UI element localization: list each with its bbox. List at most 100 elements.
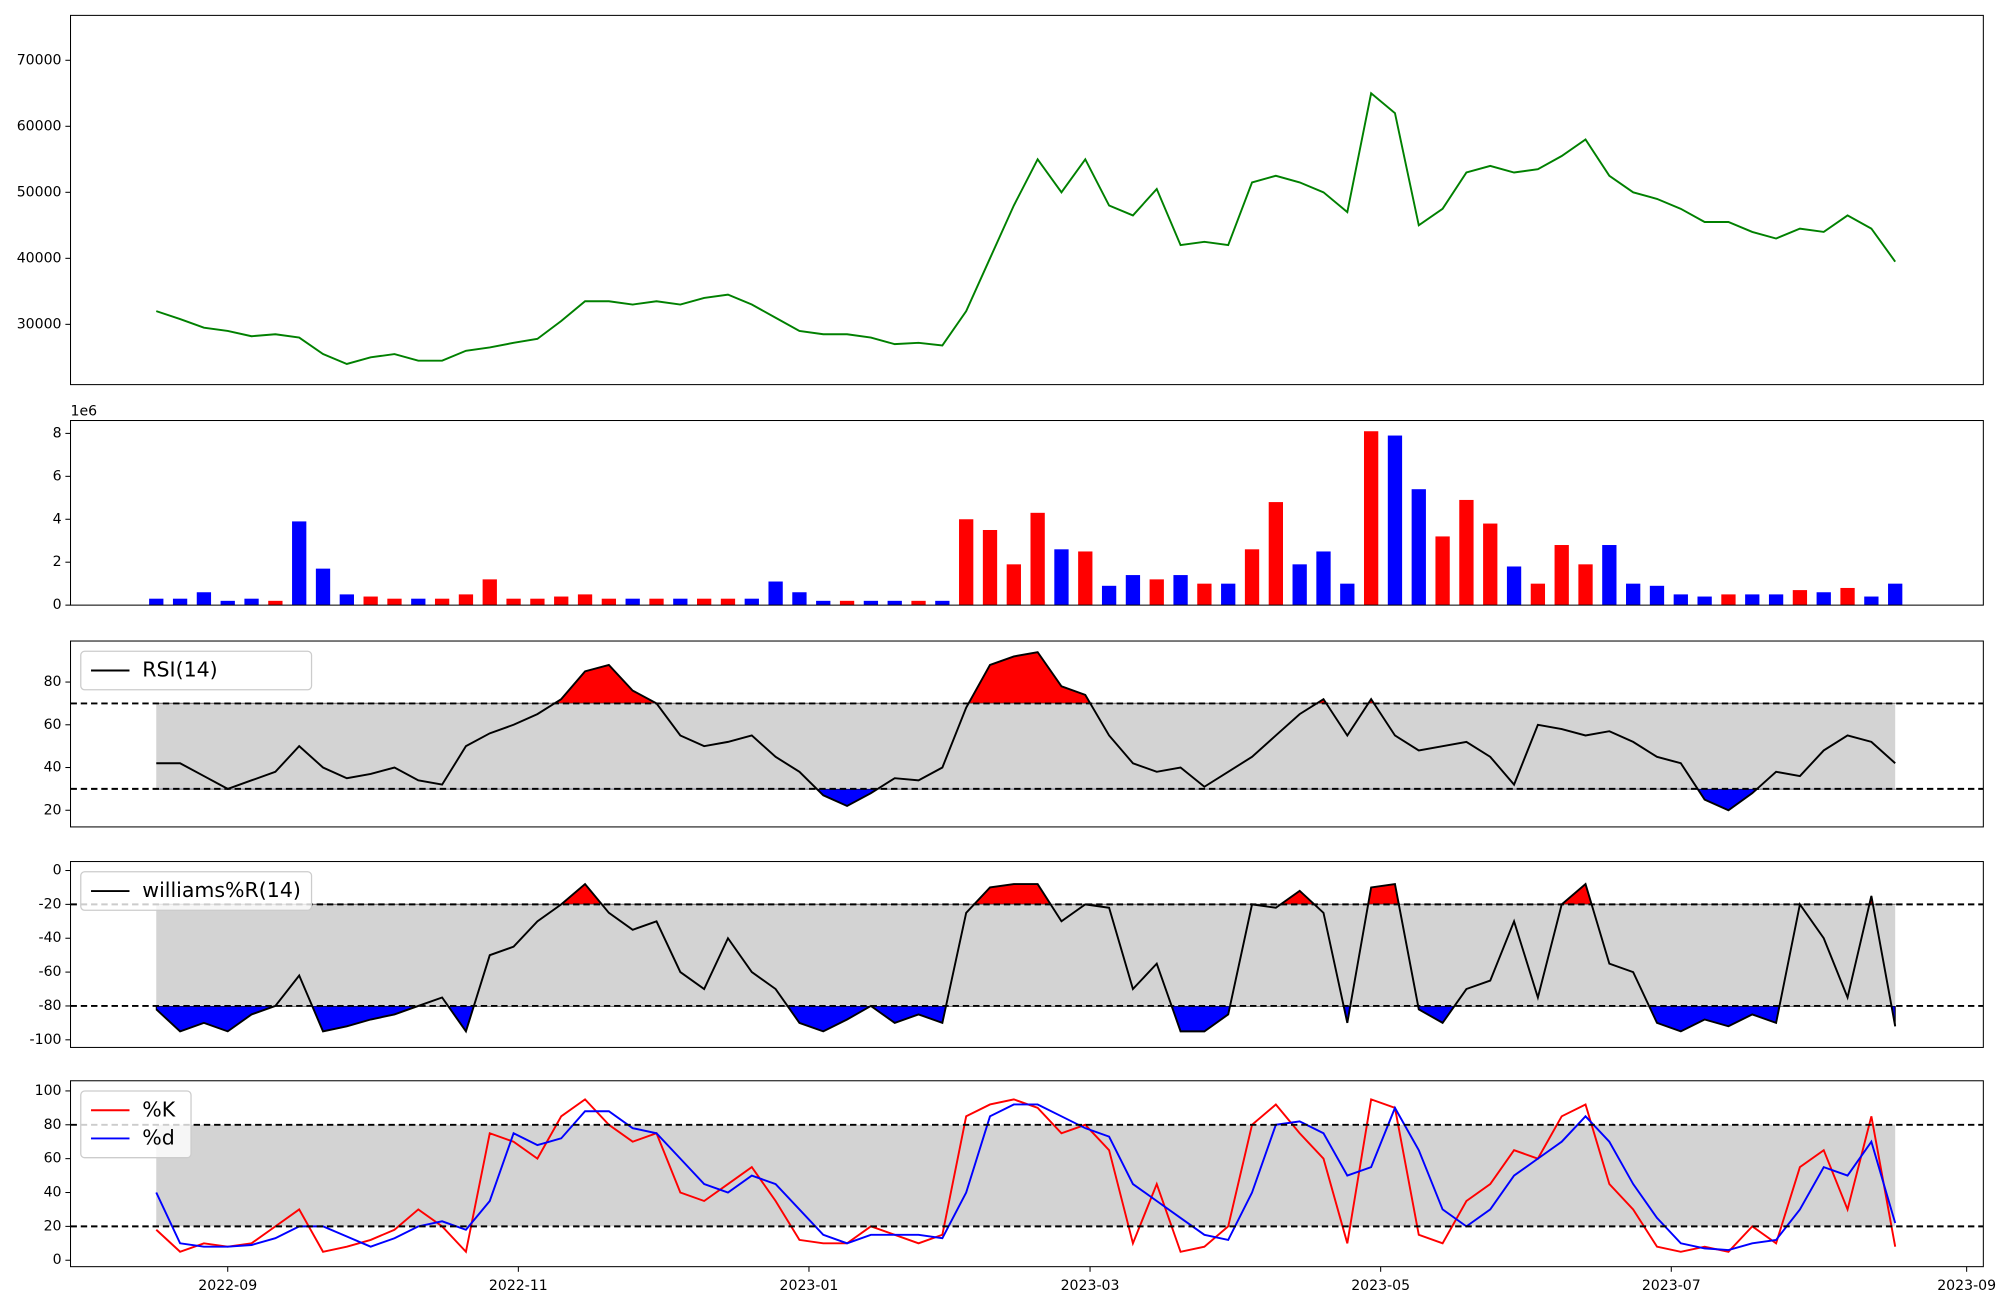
volume-bar (792, 592, 807, 606)
volume-bar (1816, 592, 1831, 606)
neutral-band (156, 703, 1896, 789)
volume-bar (554, 596, 569, 606)
y-tick-label: 80 (44, 1117, 62, 1133)
volume-bar (1173, 575, 1188, 606)
volume-bar (1292, 564, 1307, 606)
x-tick-label: 2022-11 (489, 1278, 548, 1294)
axes-frame (69, 14, 1984, 386)
legend-box (80, 650, 313, 691)
legend-label: williams%R(14) (142, 878, 301, 902)
volume-bar (268, 600, 283, 606)
volume-bar (887, 600, 902, 606)
volume-bar (1888, 583, 1903, 606)
y-tick-label: 80 (44, 674, 62, 690)
volume-bar (1864, 596, 1879, 606)
volume-bar (959, 519, 974, 606)
volume-bar (649, 598, 664, 606)
volume-bar (220, 600, 235, 606)
volume-bar (1554, 545, 1569, 606)
volume-bar (458, 594, 474, 606)
volume-bar (1435, 536, 1450, 606)
volume-bar (1840, 587, 1855, 606)
volume-bar (1649, 585, 1665, 606)
volume-bar (1340, 583, 1355, 606)
volume-bar (839, 600, 855, 606)
x-tick-label: 2023-03 (1061, 1278, 1120, 1294)
volume-bar (1721, 594, 1736, 606)
volume-bar (1602, 545, 1617, 606)
y-tick-label: 30000 (17, 316, 62, 332)
series-line (155, 91, 1896, 365)
volume-bar (673, 598, 688, 606)
volume-bar (1459, 499, 1474, 606)
y-tick-label: 0 (53, 1252, 62, 1268)
series-line (156, 651, 1896, 812)
volume-bar (982, 529, 998, 606)
volume-bar (1387, 435, 1403, 606)
y-tick-label: -40 (39, 930, 62, 946)
axes-frame (69, 420, 1984, 606)
series-line (155, 1103, 1897, 1252)
oversold-fill (155, 1005, 1896, 1033)
y-tick-label: 40 (44, 1185, 62, 1201)
y-tick-label: 4 (53, 511, 62, 527)
volume-bar (339, 594, 354, 606)
y-tick-label: 70000 (17, 52, 62, 68)
volume-bar (1745, 594, 1760, 606)
volume-bar (1197, 583, 1212, 606)
volume-bar (434, 598, 450, 606)
volume-bar (1244, 549, 1260, 606)
axis-offset-label: 1e6 (71, 404, 98, 420)
volume-bar (482, 579, 497, 606)
y-tick-label: 40 (44, 760, 62, 776)
volume-bar (816, 600, 831, 606)
legend-label: %K (142, 1097, 175, 1121)
x-tick-label: 2022-09 (198, 1278, 257, 1294)
volume-bar (1030, 512, 1045, 606)
volume-bar (506, 598, 521, 606)
volume-bar (172, 598, 188, 606)
volume-bar (1673, 594, 1688, 606)
y-tick-label: 6 (53, 468, 62, 484)
y-tick-label: 20 (44, 1218, 62, 1234)
y-tick-label: 20 (44, 802, 62, 818)
volume-bar (1316, 551, 1331, 606)
volume-bar (1483, 523, 1498, 606)
x-tick-label: 2023-07 (1642, 1278, 1701, 1294)
series-line (155, 882, 1897, 1034)
volume-bar (1768, 594, 1784, 606)
y-tick-label: 0 (53, 863, 62, 879)
y-tick-label: 50000 (17, 184, 62, 200)
volume-bar (911, 600, 926, 606)
volume-bar (1221, 583, 1236, 606)
volume-bar (625, 598, 640, 606)
volume-bar (387, 598, 402, 606)
volume-bar (744, 598, 759, 606)
volume-bar (1578, 564, 1593, 606)
volume-bar (601, 598, 617, 606)
legend-label: RSI(14) (142, 658, 217, 682)
x-tick-label: 2023-01 (780, 1278, 839, 1294)
volume-bar (863, 600, 879, 606)
x-tick-label: 2023-09 (1937, 1278, 1996, 1294)
volume-bar (697, 598, 712, 606)
y-tick-label: 60 (44, 1151, 62, 1167)
volume-bar (530, 598, 545, 606)
y-tick-label: 60 (44, 717, 62, 733)
legend-label: %d (142, 1125, 175, 1149)
axes-frame (69, 640, 1984, 828)
axes-frame (69, 1080, 1984, 1268)
volume-bar (1530, 583, 1546, 606)
y-tick-label: 100 (35, 1083, 62, 1099)
legend: %K %d (80, 1090, 192, 1159)
volume-bar (1506, 566, 1522, 606)
neutral-band (156, 904, 1896, 1006)
volume-bar (1101, 585, 1117, 606)
neutral-band (156, 1124, 1896, 1227)
volume-bar (411, 598, 426, 606)
volume-bar (1149, 579, 1164, 606)
y-tick-label: 0 (53, 597, 62, 613)
volume-bar (1792, 590, 1808, 606)
volume-bar (1411, 489, 1426, 606)
